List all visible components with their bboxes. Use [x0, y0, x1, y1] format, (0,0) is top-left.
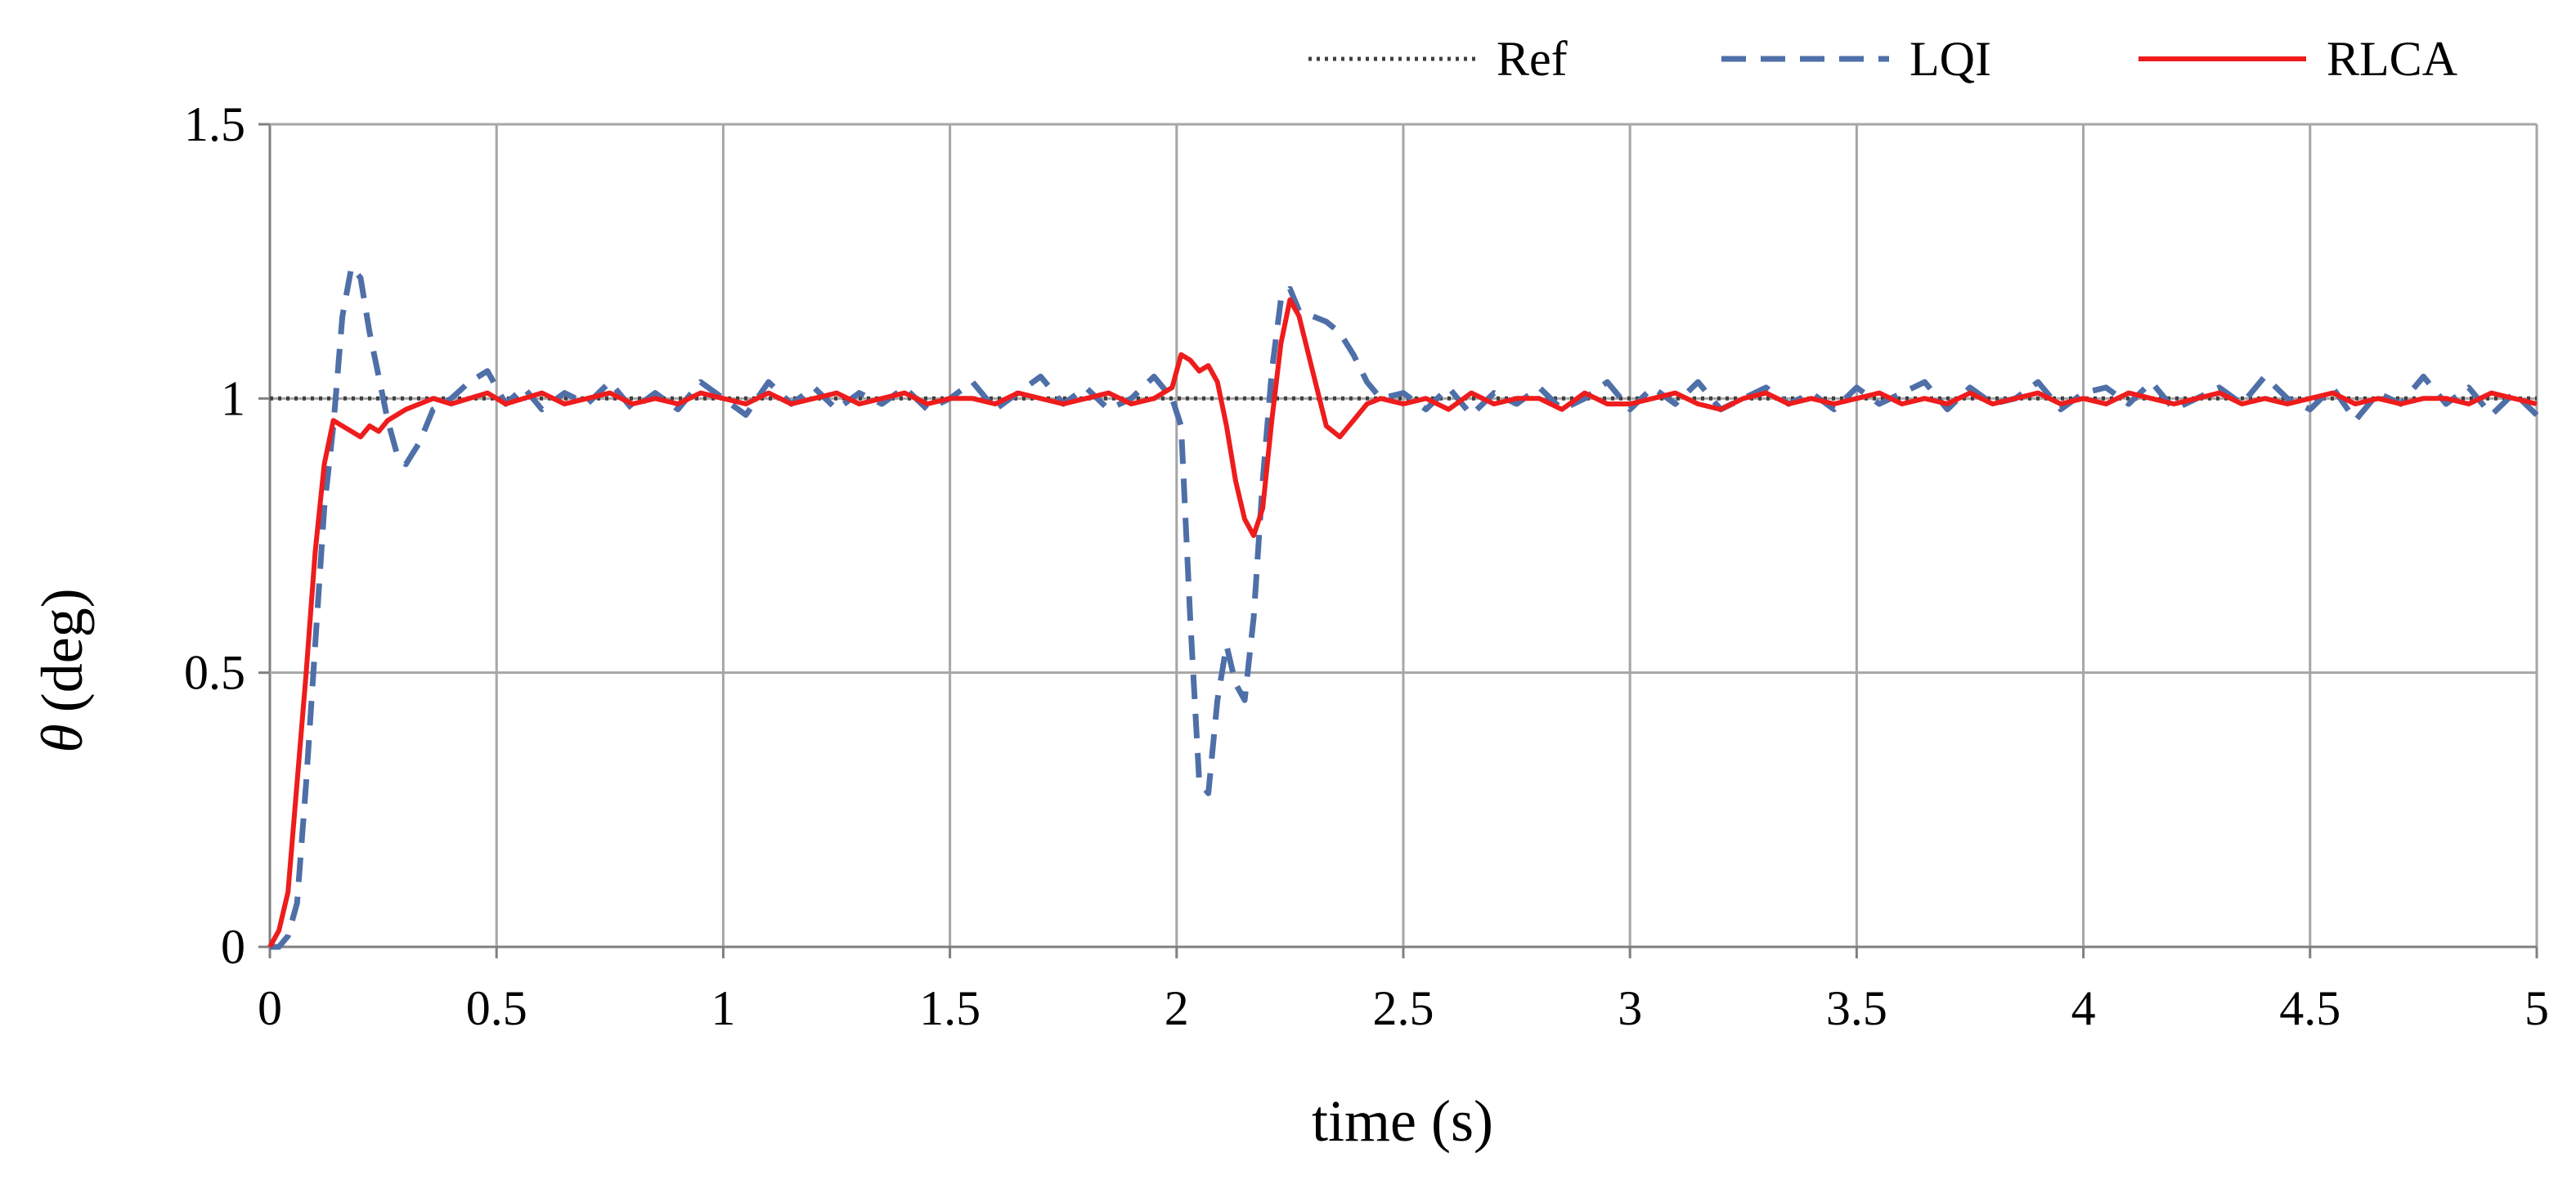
y-tick-label: 1.5 — [184, 97, 245, 151]
tick-labels: 0 0.5 1 1.5 2 2.5 3 3.5 4 4.5 5 0 0.5 1 1.5 — [184, 97, 2549, 1035]
y-tick-label: 1 — [221, 371, 245, 425]
x-tick-label: 0.5 — [466, 981, 527, 1035]
y-axis-symbol: θ — [29, 724, 95, 752]
x-tick-label: 3.5 — [1826, 981, 1887, 1035]
x-tick-label: 2.5 — [1373, 981, 1434, 1035]
y-axis-title: θ (deg) — [29, 588, 95, 752]
legend-label-rlca: RLCA — [2327, 32, 2457, 86]
legend-label-lqi: LQI — [1910, 32, 1991, 86]
x-tick-label: 4.5 — [2279, 981, 2340, 1035]
y-tick-label: 0 — [221, 920, 245, 974]
x-tick-label: 1 — [711, 981, 735, 1035]
x-tick-label: 0 — [258, 981, 282, 1035]
legend: Ref LQI RLCA — [1308, 32, 2457, 86]
x-tick-label: 5 — [2524, 981, 2549, 1035]
x-tick-label: 2 — [1165, 981, 1189, 1035]
x-tick-label: 1.5 — [919, 981, 981, 1035]
legend-label-ref: Ref — [1497, 32, 1568, 86]
x-tick-label: 3 — [1618, 981, 1642, 1035]
x-axis-title: time (s) — [1312, 1088, 1493, 1154]
series-lines — [267, 263, 2539, 950]
grid — [258, 123, 2538, 958]
series-line-rlca — [267, 297, 2538, 949]
y-axis-unit: (deg) — [29, 588, 95, 712]
x-tick-label: 4 — [2071, 981, 2096, 1035]
y-tick-label: 0.5 — [184, 646, 245, 700]
